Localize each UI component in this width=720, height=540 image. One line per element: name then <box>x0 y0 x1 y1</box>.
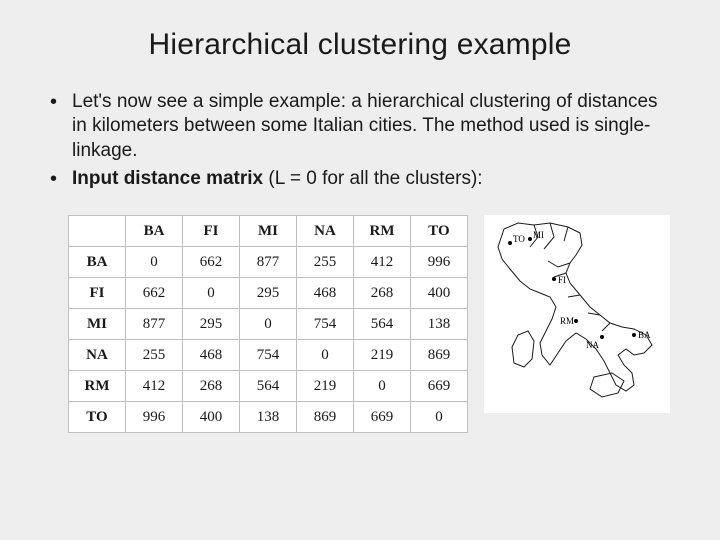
map-label-na: NA <box>586 341 599 350</box>
table-cell: 468 <box>183 340 240 371</box>
table-cell: 869 <box>297 402 354 433</box>
table-cell: 268 <box>183 371 240 402</box>
table-rowhead: TO <box>69 402 126 433</box>
table-header-cell: BA <box>126 216 183 247</box>
table-cell: 219 <box>297 371 354 402</box>
table-header-row: BA FI MI NA RM TO <box>69 216 468 247</box>
table-cell: 669 <box>411 371 468 402</box>
table-cell: 0 <box>240 309 297 340</box>
table-rowhead: RM <box>69 371 126 402</box>
map-label-rm: RM <box>560 317 574 326</box>
table-cell: 412 <box>354 247 411 278</box>
table-cell: 669 <box>354 402 411 433</box>
table-row: NA 255 468 754 0 219 869 <box>69 340 468 371</box>
table-cell: 662 <box>126 278 183 309</box>
table-cell: 255 <box>126 340 183 371</box>
table-cell: 564 <box>240 371 297 402</box>
table-rowhead: BA <box>69 247 126 278</box>
bullet-item-1: Let's now see a simple example: a hierar… <box>46 90 674 163</box>
bullet-item-2: Input distance matrix (L = 0 for all the… <box>46 167 674 191</box>
map-label-mi: MI <box>533 231 544 240</box>
table-row: FI 662 0 295 468 268 400 <box>69 278 468 309</box>
table-cell: 138 <box>411 309 468 340</box>
table-row: BA 0 662 877 255 412 996 <box>69 247 468 278</box>
table-cell: 255 <box>297 247 354 278</box>
table-header-cell: FI <box>183 216 240 247</box>
distance-matrix-table: BA FI MI NA RM TO BA 0 662 877 255 412 9… <box>68 215 468 433</box>
table-cell: 869 <box>411 340 468 371</box>
content-row: BA FI MI NA RM TO BA 0 662 877 255 412 9… <box>40 215 680 433</box>
slide-root: Hierarchical clustering example Let's no… <box>0 0 720 540</box>
bullet-list: Let's now see a simple example: a hierar… <box>40 90 680 191</box>
table-header-cell: TO <box>411 216 468 247</box>
map-label-fi: FI <box>558 276 566 285</box>
table-cell: 412 <box>126 371 183 402</box>
table-rowhead: MI <box>69 309 126 340</box>
table-cell: 0 <box>411 402 468 433</box>
table-cell: 662 <box>183 247 240 278</box>
table-cell: 754 <box>297 309 354 340</box>
bullet-2-strong: Input distance matrix <box>72 168 263 189</box>
table-rowhead: NA <box>69 340 126 371</box>
table-cell: 400 <box>411 278 468 309</box>
table-cell: 295 <box>240 278 297 309</box>
table-rowhead: FI <box>69 278 126 309</box>
table-cell: 564 <box>354 309 411 340</box>
table-row: RM 412 268 564 219 0 669 <box>69 371 468 402</box>
table-cell: 468 <box>297 278 354 309</box>
table-cell: 877 <box>240 247 297 278</box>
table-cell: 996 <box>126 402 183 433</box>
table-header-cell <box>69 216 126 247</box>
table-header-cell: NA <box>297 216 354 247</box>
table-cell: 268 <box>354 278 411 309</box>
table-cell: 0 <box>297 340 354 371</box>
table-row: TO 996 400 138 869 669 0 <box>69 402 468 433</box>
table-cell: 295 <box>183 309 240 340</box>
map-label-to: TO <box>513 235 525 244</box>
bullet-2-rest: (L = 0 for all the clusters): <box>263 168 482 189</box>
table-header-cell: RM <box>354 216 411 247</box>
table-cell: 877 <box>126 309 183 340</box>
table-cell: 0 <box>183 278 240 309</box>
table-header-cell: MI <box>240 216 297 247</box>
italy-map-svg <box>484 215 670 413</box>
bullet-1-text: Let's now see a simple example: a hierar… <box>72 91 658 161</box>
table-cell: 754 <box>240 340 297 371</box>
table-row: MI 877 295 0 754 564 138 <box>69 309 468 340</box>
map-label-ba: BA <box>638 331 651 340</box>
table-cell: 996 <box>411 247 468 278</box>
table-cell: 0 <box>354 371 411 402</box>
table-cell: 0 <box>126 247 183 278</box>
italy-map: TO MI FI RM NA BA <box>484 215 670 413</box>
table-cell: 138 <box>240 402 297 433</box>
table-cell: 400 <box>183 402 240 433</box>
slide-title: Hierarchical clustering example <box>40 28 680 62</box>
table-cell: 219 <box>354 340 411 371</box>
